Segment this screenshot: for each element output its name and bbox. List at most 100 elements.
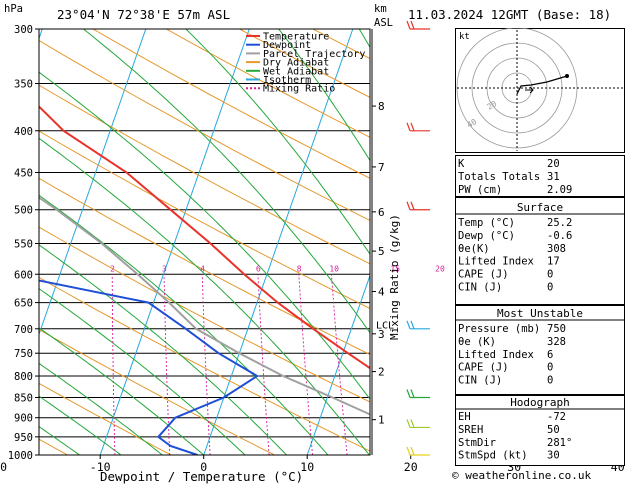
pressure-tick-label: 600	[14, 269, 33, 281]
km-tick-label: 3	[378, 328, 385, 341]
legend-entry: Dewpoint	[263, 40, 311, 51]
mixing-ratio-label: 15	[390, 264, 400, 273]
wind-barb-flag	[406, 201, 411, 210]
wind-barb-flag	[406, 419, 411, 428]
isotherm-line	[39, 29, 147, 336]
dry-adiabat-line	[39, 84, 370, 265]
dry-adiabat-line	[39, 130, 370, 310]
temperature-tick-label: 10	[300, 460, 314, 474]
table-row-label: CIN (J)	[458, 375, 502, 387]
hodograph-trace	[516, 75, 568, 95]
table-row-value: 281°	[547, 437, 572, 449]
storm-motion-arrow	[525, 86, 534, 94]
temperature-tick-label: -20	[0, 460, 7, 474]
pressure-tick-label: 550	[14, 238, 33, 250]
legend-entry: Parcel Trajectory	[263, 49, 365, 60]
wind-barb-flag	[406, 20, 411, 30]
isotherm-line	[203, 29, 354, 455]
table-row-value: 750	[547, 323, 566, 335]
wind-barb-flag	[410, 201, 415, 210]
table-row-label: CIN (J)	[458, 282, 502, 294]
indices-panel: K 20 Totals Totals 31 PW (cm) 2.09 SurfaceTem…	[455, 155, 625, 466]
pressure-tick-label: 950	[14, 432, 33, 444]
wind-barb-flag	[410, 389, 415, 398]
table-row-value: 6	[547, 349, 553, 361]
wind-barb-flag	[406, 320, 411, 330]
dry-adiabat-line	[39, 438, 68, 455]
pressure-tick-label: 650	[14, 298, 33, 310]
mixing-ratio-line	[298, 274, 313, 455]
table-row-label: Lifted Index	[458, 256, 534, 268]
table-row-value: 31	[547, 171, 560, 183]
table-frame	[455, 155, 625, 197]
wind-barb-flag	[410, 446, 415, 456]
plot-frame	[38, 28, 371, 456]
table-row-value: 2.09	[547, 184, 572, 196]
hodograph-table-title: Hodograph	[510, 396, 570, 409]
x-axis-label: Dewpoint / Temperature (°C)	[100, 469, 303, 484]
temperature-tick-label: 0	[200, 460, 207, 474]
footer-credit: © weatheronline.co.uk	[452, 469, 592, 482]
km-unit: km	[374, 3, 387, 15]
table-row-value: 50	[547, 424, 560, 436]
legend-entry: Isotherm	[263, 75, 311, 86]
legend-entry: Wet Adiabat	[263, 66, 329, 77]
pressure-tick-label: 850	[14, 392, 33, 404]
legend-entry: Dry Adiabat	[263, 58, 329, 69]
temperature-tick-label: -10	[90, 460, 111, 474]
parcel-trajectory-line	[39, 196, 370, 416]
wet-adiabat-line	[83, 29, 370, 334]
table-row-value: -0.6	[547, 230, 572, 242]
table-row-label: StmSpd (kt)	[458, 450, 528, 462]
table-row-label: K	[458, 158, 465, 170]
mixing-ratio-label: 3	[162, 264, 167, 273]
isotherm-line	[306, 274, 370, 455]
wet-adiabat-line	[185, 29, 370, 256]
mixing-ratio-label: 8	[297, 264, 302, 273]
hodograph-kt-label: kt	[459, 32, 470, 42]
table-row-value: 30	[547, 450, 560, 462]
table-row-label: Lifted Index	[458, 349, 534, 361]
table-row-label: CAPE (J)	[458, 269, 509, 281]
mixing-ratio-line	[330, 274, 348, 455]
table-row-value: 0	[547, 362, 553, 374]
wet-adiabat-line	[39, 426, 80, 455]
wind-barb-flag	[410, 122, 415, 132]
wind-barb-flag	[406, 122, 411, 132]
km-tick-label: 7	[378, 161, 385, 174]
surface-title: Surface	[517, 201, 563, 214]
dry-adiabat-line	[39, 40, 370, 222]
wet-adiabat-line	[39, 395, 122, 455]
hodograph-plot: kt 20 40	[455, 28, 625, 153]
table-row-label: Pressure (mb)	[458, 323, 540, 335]
wet-adiabat-line	[39, 362, 163, 455]
table-row-value: 328	[547, 336, 566, 348]
table-row-value: 17	[547, 256, 560, 268]
hpa-unit: hPa	[4, 3, 23, 15]
table-row-label: θe(K)	[458, 243, 490, 255]
wind-barb-flag	[410, 320, 415, 330]
most-unstable-title: Most Unstable	[497, 307, 583, 320]
table-row-value: 0	[547, 375, 553, 387]
wet-adiabat-line	[39, 288, 246, 455]
wind-barb-flag	[410, 419, 415, 428]
hodograph-endpoint	[565, 74, 569, 78]
km-tick-label: 5	[378, 245, 385, 258]
pressure-tick-label: 750	[14, 348, 33, 360]
wet-adiabat-line	[39, 327, 205, 455]
pressure-tick-label: 800	[14, 371, 33, 383]
mixing-ratio-line	[257, 274, 270, 455]
location-title: 23°04'N 72°38'E 57m ASL	[57, 7, 231, 22]
wind-barb-flag	[410, 20, 415, 30]
km-tick-label: 1	[378, 414, 385, 427]
wet-adiabat-line	[39, 137, 370, 455]
km-tick-label: 4	[378, 286, 385, 299]
table-row-label: SREH	[458, 424, 483, 436]
dry-adiabat-line	[39, 177, 370, 356]
pressure-tick-label: 500	[14, 205, 33, 217]
table-row-value: -72	[547, 411, 566, 423]
table-row-value: 0	[547, 269, 553, 281]
wet-adiabat-line	[39, 194, 329, 455]
hodograph-ring-label: 40	[466, 117, 479, 130]
